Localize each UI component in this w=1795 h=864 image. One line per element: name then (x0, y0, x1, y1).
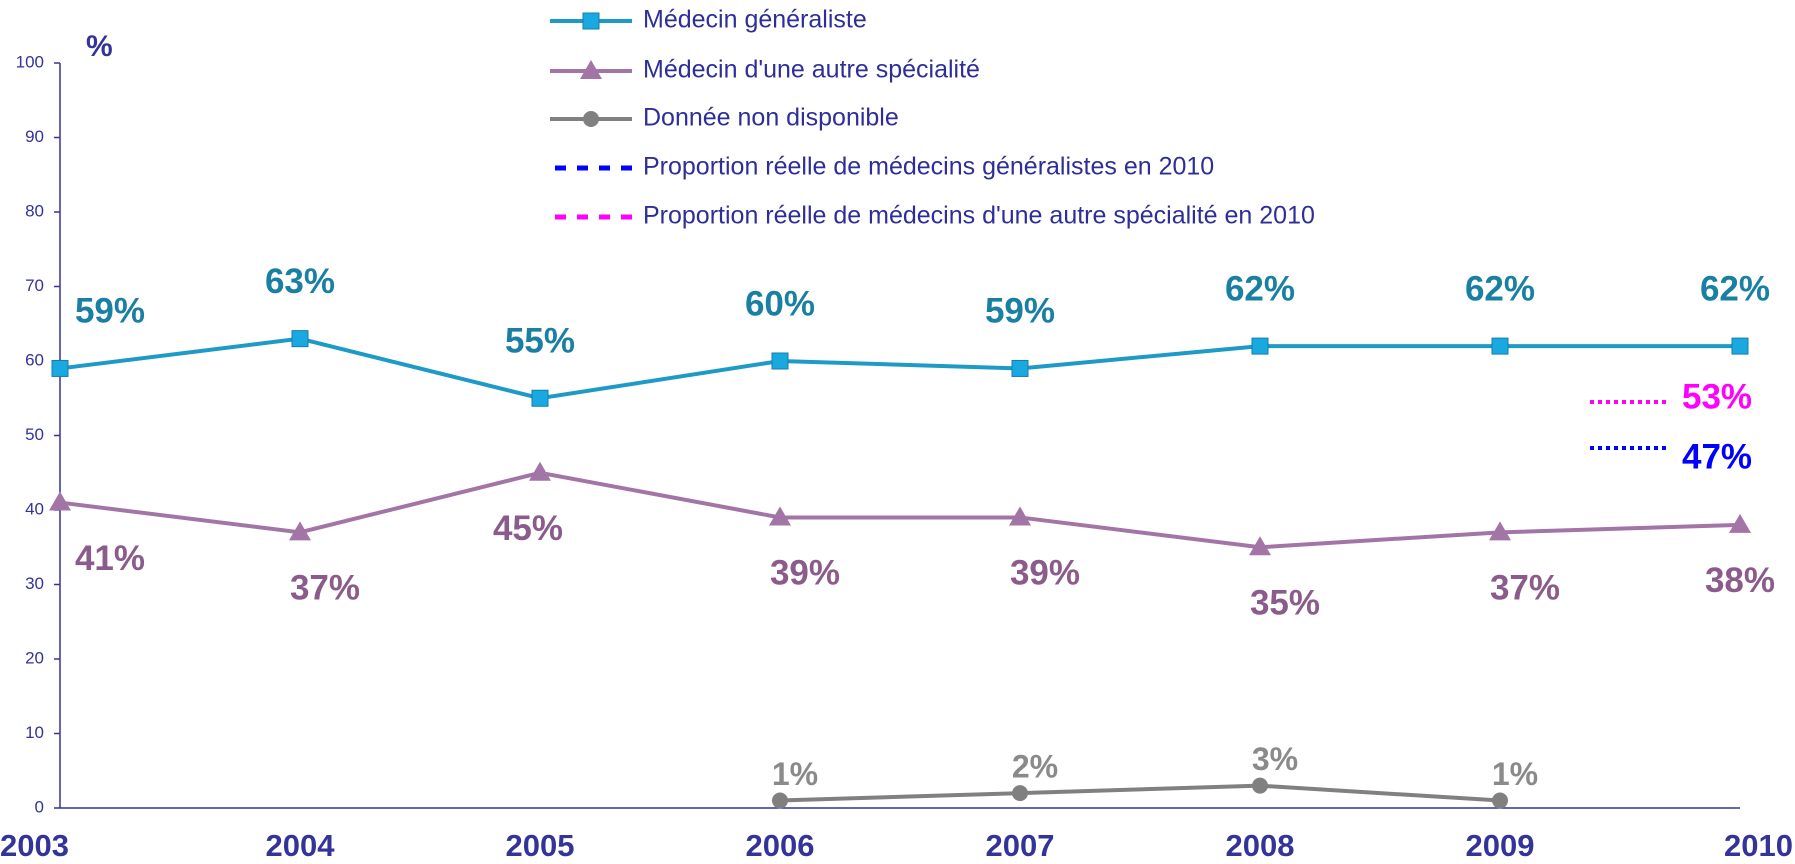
data-label: 35% (1250, 584, 1320, 623)
legend-marker (582, 12, 600, 30)
point-marker (1251, 337, 1269, 355)
y-tick-label: 20 (25, 648, 44, 667)
point-marker (531, 389, 549, 407)
data-label: 39% (770, 554, 840, 593)
series-line (779, 783, 1501, 803)
data-label: 55% (505, 322, 575, 361)
data-label: 59% (985, 292, 1055, 331)
y-tick-label: 30 (25, 574, 44, 593)
y-tick-label: 40 (25, 499, 44, 518)
point-marker (1491, 337, 1509, 355)
point-marker (1492, 792, 1508, 809)
x-tick-label: 2010 (1724, 828, 1793, 863)
point-marker (1011, 359, 1029, 377)
y-tick-label: 10 (25, 723, 44, 742)
y-axis-label: % (86, 30, 113, 63)
point-marker (1252, 777, 1268, 794)
legend-label: Médecin généraliste (643, 6, 867, 34)
y-tick-label: 60 (25, 350, 44, 369)
data-label: 62% (1465, 269, 1535, 308)
y-tick-label: 100 (16, 52, 44, 71)
point-marker (51, 359, 69, 377)
data-label: 2% (1012, 749, 1058, 785)
point-marker (289, 521, 311, 541)
point-marker (291, 330, 309, 348)
point-marker (769, 506, 791, 526)
legend-marker (580, 60, 602, 79)
y-tick-label: 50 (25, 425, 44, 444)
legend-label: Médecin d'une autre spécialité (643, 56, 980, 84)
legend-label: Proportion réelle de médecins d'une autr… (643, 202, 1315, 230)
data-label: 1% (772, 756, 818, 792)
point-marker (1489, 521, 1511, 541)
data-label: 62% (1225, 269, 1295, 308)
x-tick-label: 2007 (986, 828, 1055, 863)
x-tick-label: 2004 (266, 828, 336, 863)
point-marker (1731, 337, 1749, 355)
data-label: 3% (1252, 741, 1298, 777)
data-label: 1% (1492, 756, 1538, 792)
data-label: 38% (1705, 561, 1775, 600)
y-tick-label: 70 (25, 276, 44, 295)
reference-label: 47% (1682, 437, 1752, 476)
data-label: 39% (1010, 554, 1080, 593)
reference-label: 53% (1682, 377, 1752, 416)
data-label: 63% (265, 262, 335, 301)
data-label: 59% (75, 292, 145, 331)
point-marker (1249, 536, 1271, 556)
data-label: 41% (75, 539, 145, 578)
x-tick-label: 2009 (1466, 828, 1535, 863)
data-label: 37% (1490, 569, 1560, 608)
point-marker (49, 491, 71, 511)
y-tick-label: 80 (25, 201, 44, 220)
legend-marker (583, 111, 599, 127)
x-tick-label: 2005 (506, 828, 575, 863)
data-label: 37% (290, 569, 360, 608)
data-label: 62% (1700, 269, 1770, 308)
series-line (59, 336, 1740, 401)
point-marker (1012, 785, 1028, 802)
point-marker (771, 352, 789, 370)
x-tick-label: 2008 (1226, 828, 1295, 863)
data-label: 45% (493, 509, 563, 548)
legend-label: Donnée non disponible (643, 104, 899, 132)
y-tick-label: 0 (35, 797, 44, 816)
point-marker (529, 461, 551, 481)
y-tick-label: 90 (25, 127, 44, 146)
x-tick-label: 2006 (746, 828, 815, 863)
point-marker (772, 792, 788, 809)
point-marker (1009, 506, 1031, 526)
data-label: 60% (745, 284, 815, 323)
series-line (59, 470, 1741, 550)
x-tick-label: 2003 (0, 828, 69, 863)
legend-label: Proportion réelle de médecins généralist… (643, 153, 1214, 181)
point-marker (1729, 513, 1751, 533)
